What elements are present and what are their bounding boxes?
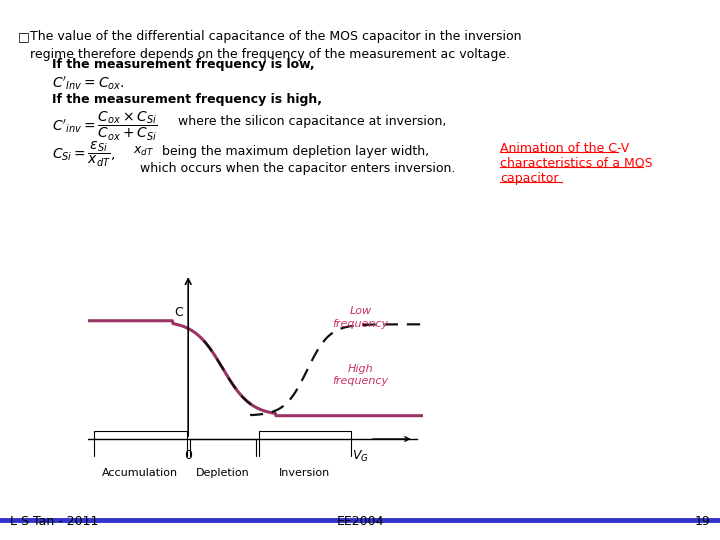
- Text: characteristics of a MOS: characteristics of a MOS: [500, 157, 652, 170]
- Text: Low: Low: [349, 306, 372, 316]
- Text: $C_{Si} = \dfrac{\varepsilon_{Si}}{x_{dT}},$: $C_{Si} = \dfrac{\varepsilon_{Si}}{x_{dT…: [52, 140, 115, 169]
- Text: 0: 0: [184, 449, 192, 462]
- Text: being the maximum depletion layer width,: being the maximum depletion layer width,: [158, 145, 429, 158]
- Text: frequency: frequency: [333, 376, 389, 386]
- Text: which occurs when the capacitor enters inversion.: which occurs when the capacitor enters i…: [140, 162, 455, 175]
- Text: 19: 19: [694, 515, 710, 528]
- Text: L S Tan - 2011: L S Tan - 2011: [10, 515, 99, 528]
- Text: EE2004: EE2004: [336, 515, 384, 528]
- Text: $x_{dT}$: $x_{dT}$: [133, 145, 154, 158]
- Text: Inversion: Inversion: [279, 468, 330, 478]
- Text: $C'_{inv} = \dfrac{C_{ox} \times C_{Si}}{C_{ox} + C_{Si}}$: $C'_{inv} = \dfrac{C_{ox} \times C_{Si}}…: [52, 110, 158, 143]
- Text: C: C: [174, 306, 183, 319]
- Text: If the measurement frequency is high,: If the measurement frequency is high,: [52, 93, 322, 106]
- Text: Depletion: Depletion: [196, 468, 250, 478]
- Text: If the measurement frequency is low,: If the measurement frequency is low,: [52, 58, 315, 71]
- Text: capacitor: capacitor: [500, 172, 559, 185]
- Text: The value of the differential capacitance of the MOS capacitor in the inversion
: The value of the differential capacitanc…: [30, 30, 521, 61]
- Text: frequency: frequency: [333, 319, 389, 329]
- Text: $C'_{Inv} = C_{ox}.$: $C'_{Inv} = C_{ox}.$: [52, 74, 125, 92]
- Text: $V_G$: $V_G$: [352, 449, 369, 464]
- Text: Accumulation: Accumulation: [102, 468, 179, 478]
- Text: Animation of the C-V: Animation of the C-V: [500, 142, 629, 155]
- Text: High: High: [348, 364, 373, 374]
- Text: □: □: [18, 30, 30, 43]
- Text: where the silicon capacitance at inversion,: where the silicon capacitance at inversi…: [178, 115, 446, 128]
